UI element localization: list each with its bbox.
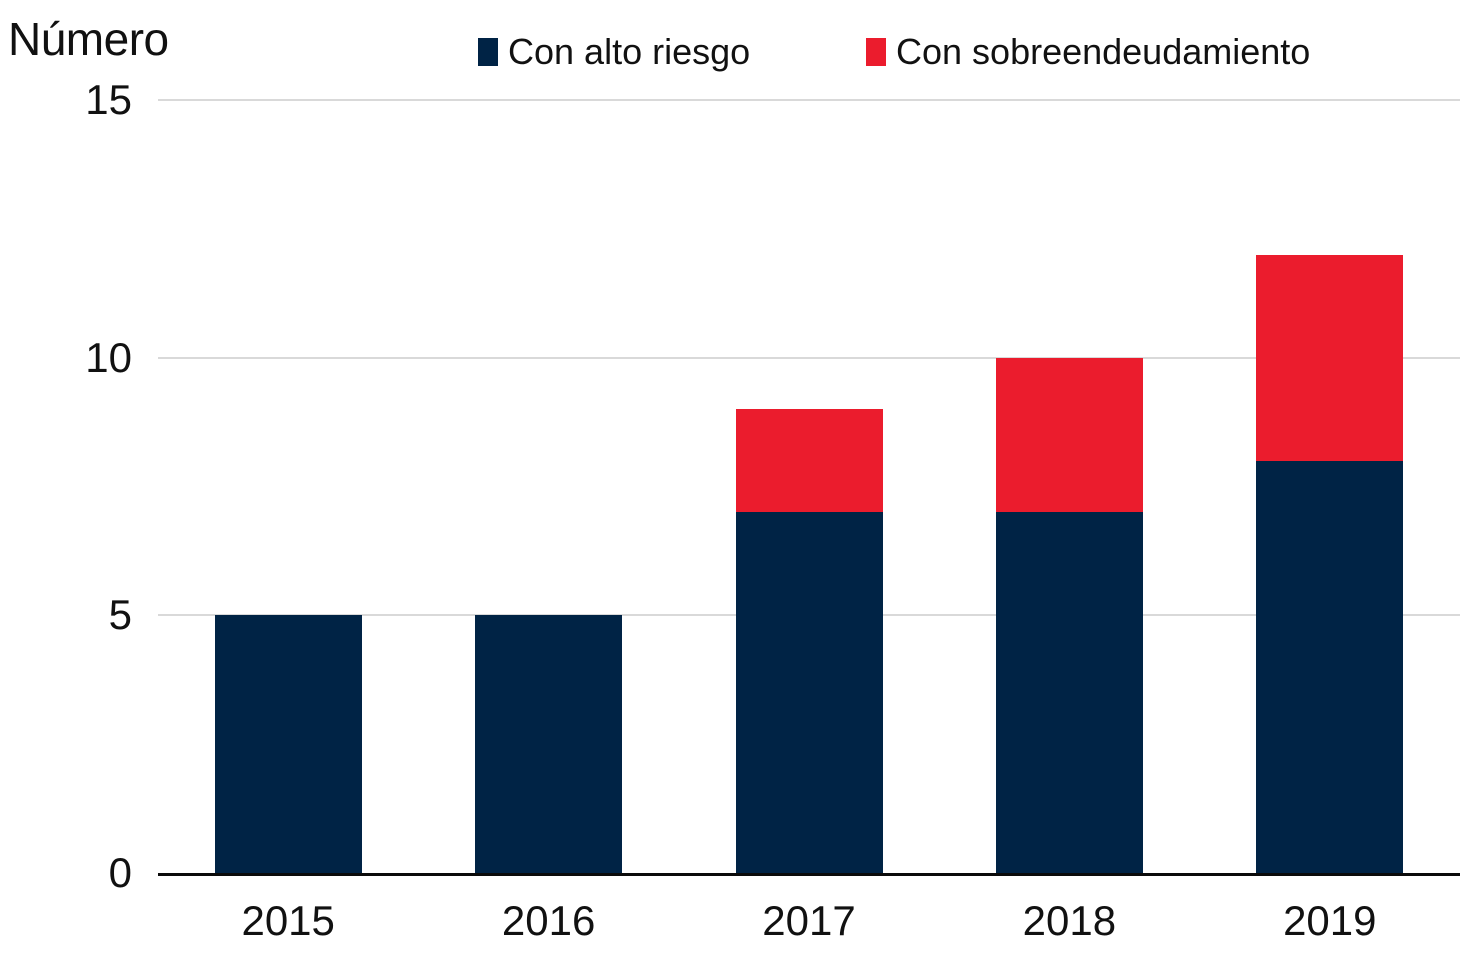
x-tick-label-2015: 2015 bbox=[241, 897, 335, 944]
gridline-y10 bbox=[158, 356, 1460, 359]
chart-title: Número bbox=[8, 13, 169, 65]
legend-swatch-red bbox=[866, 38, 886, 66]
bar-2019 bbox=[1256, 254, 1404, 873]
bar-segment-2018-con-sobreendeudamiento bbox=[995, 357, 1143, 513]
y-tick-label-15: 15 bbox=[85, 76, 132, 123]
y-tick-label-5: 5 bbox=[108, 591, 132, 639]
bar-2018 bbox=[995, 357, 1143, 873]
x-tick-label-2017: 2017 bbox=[762, 897, 856, 944]
y-tick-label-0: 0 bbox=[108, 849, 132, 896]
bar-segment-2015-con-alto-riesgo bbox=[214, 615, 362, 873]
legend-label-con-alto-riesgo: Con alto riesgo bbox=[508, 31, 751, 72]
bar-segment-2019-con-alto-riesgo bbox=[1256, 460, 1404, 873]
x-tick-label-2019: 2019 bbox=[1283, 897, 1377, 944]
bar-segment-2017-con-sobreendeudamiento bbox=[735, 409, 883, 513]
bar-segment-2019-con-sobreendeudamiento bbox=[1256, 254, 1404, 461]
bar-segment-2017-con-alto-riesgo bbox=[735, 512, 883, 873]
legend-item-con-sobreendeudamiento: Con sobreendeudamiento bbox=[866, 34, 1310, 70]
bar-2017 bbox=[735, 409, 883, 873]
y-tick-label-10: 10 bbox=[85, 333, 132, 381]
x-tick-label-2018: 2018 bbox=[1022, 897, 1117, 944]
bar-2015 bbox=[214, 615, 362, 873]
legend-item-con-alto-riesgo: Con alto riesgo bbox=[478, 34, 750, 70]
legend: Con alto riesgo Con sobreendeudamiento bbox=[0, 0, 1472, 80]
legend-swatch-navy bbox=[478, 38, 498, 66]
bar-segment-2018-con-alto-riesgo bbox=[995, 512, 1143, 873]
x-tick-label-2016: 2016 bbox=[501, 897, 596, 944]
bar-2016 bbox=[475, 615, 623, 873]
gridline-y15 bbox=[158, 99, 1460, 101]
legend-label-con-sobreendeudamiento: Con sobreendeudamiento bbox=[896, 31, 1311, 72]
plot-area bbox=[158, 99, 1460, 876]
bar-segment-2016-con-alto-riesgo bbox=[475, 615, 623, 873]
